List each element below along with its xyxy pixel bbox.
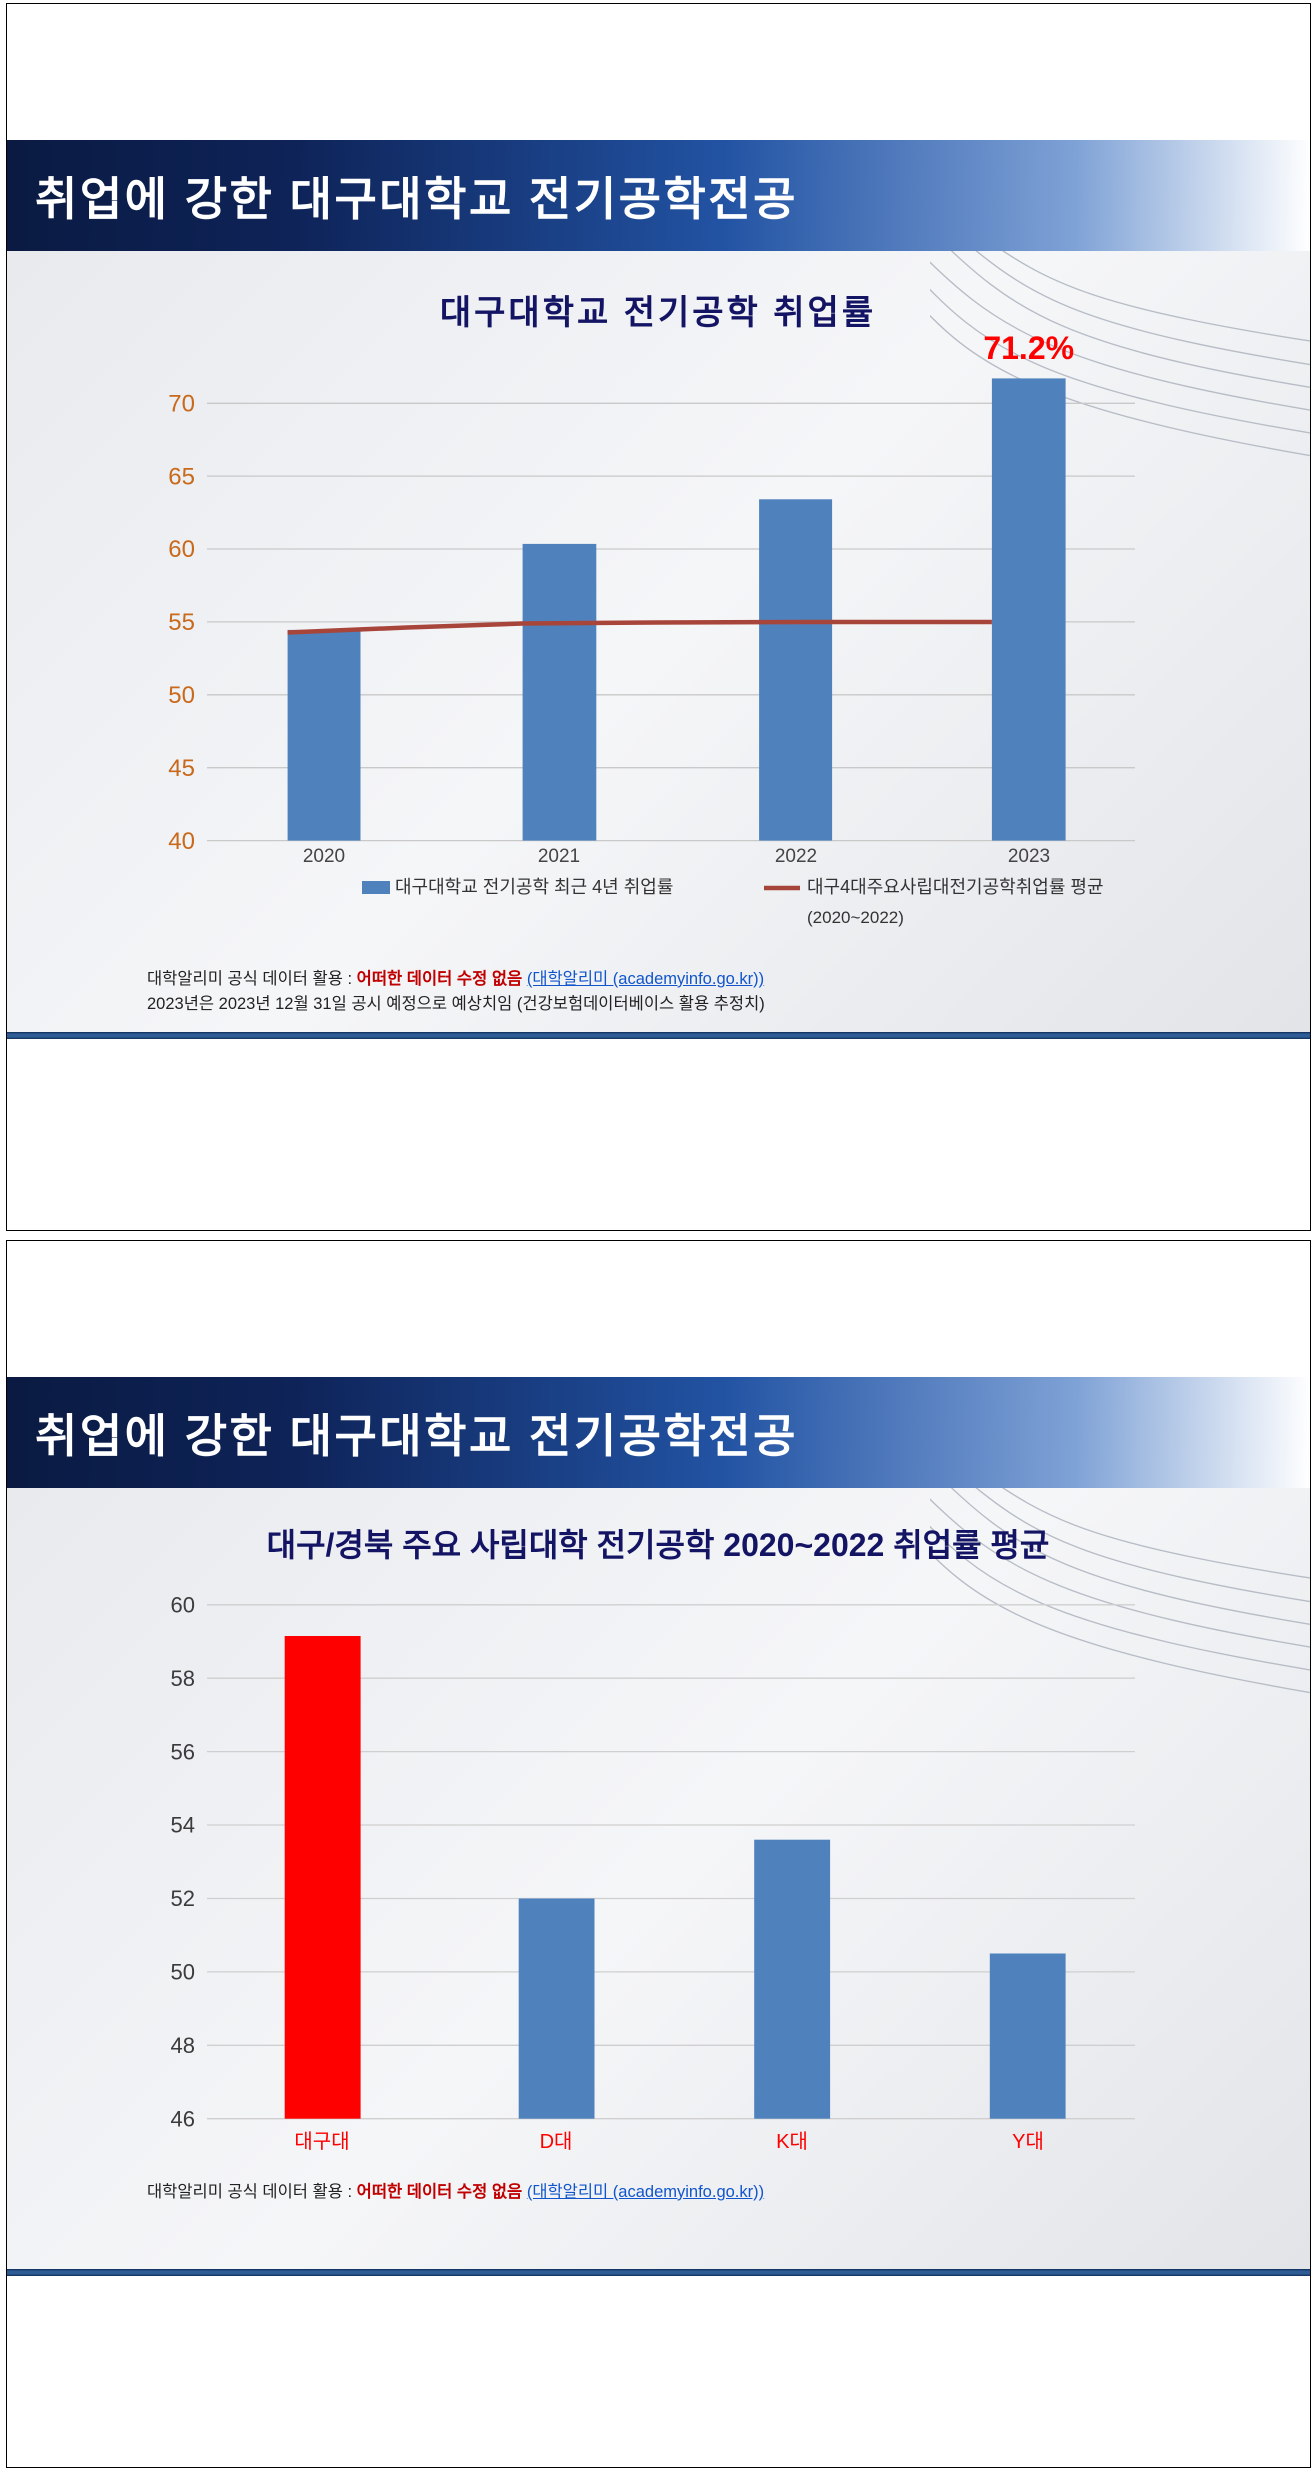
svg-text:50: 50 xyxy=(168,682,195,709)
svg-text:55: 55 xyxy=(168,609,195,636)
svg-text:2023: 2023 xyxy=(1008,846,1050,867)
svg-text:54: 54 xyxy=(171,1813,195,1838)
svg-text:2021: 2021 xyxy=(538,846,580,867)
svg-text:40: 40 xyxy=(168,828,195,855)
svg-text:대구대학교 전기공학 취업률: 대구대학교 전기공학 취업률 xyxy=(440,294,876,332)
svg-text:70: 70 xyxy=(168,391,195,418)
svg-text:52: 52 xyxy=(171,1886,195,1911)
svg-text:2020: 2020 xyxy=(303,846,345,867)
svg-text:58: 58 xyxy=(171,1666,195,1691)
svg-text:46: 46 xyxy=(171,2106,195,2131)
svg-text:K대: K대 xyxy=(776,2130,808,2153)
svg-text:Y대: Y대 xyxy=(1012,2130,1044,2153)
svg-text:65: 65 xyxy=(168,463,195,490)
svg-text:50: 50 xyxy=(171,1960,195,1985)
svg-text:71.2%: 71.2% xyxy=(983,330,1074,366)
svg-text:2022: 2022 xyxy=(775,846,817,867)
svg-text:대구대: 대구대 xyxy=(294,2130,349,2153)
svg-text:45: 45 xyxy=(168,755,195,782)
svg-text:대구대학교 전기공학 최근 4년 취업률: 대구대학교 전기공학 최근 4년 취업률 xyxy=(395,877,673,897)
svg-text:D대: D대 xyxy=(540,2130,573,2153)
svg-text:(2020~2022): (2020~2022) xyxy=(807,908,904,927)
svg-text:대구4대주요사립대전기공학취업률 평균: 대구4대주요사립대전기공학취업률 평균 xyxy=(807,877,1104,897)
svg-text:60: 60 xyxy=(168,536,195,563)
svg-text:60: 60 xyxy=(171,1593,195,1618)
svg-text:대구/경북 주요 사립대학 전기공학 2020~2022: 대구/경북 주요 사립대학 전기공학 2020~2022 취업률 평균 xyxy=(267,1527,1050,1563)
svg-text:48: 48 xyxy=(171,2033,195,2058)
svg-text:56: 56 xyxy=(171,1739,195,1764)
